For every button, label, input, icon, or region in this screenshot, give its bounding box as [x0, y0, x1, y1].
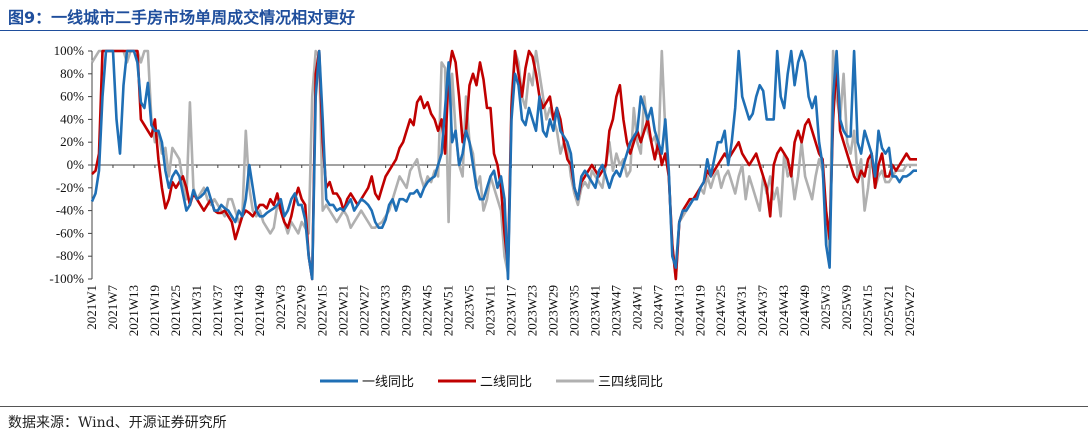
x-tick-label: 2022W9 — [294, 285, 309, 330]
series-line-tier2 — [91, 49, 917, 281]
legend-label-tier1: 一线同比 — [362, 375, 414, 390]
x-tick-label: 2022W33 — [378, 285, 393, 336]
legend-label-tier2: 二线同比 — [480, 375, 532, 390]
series-line-tier34 — [90, 49, 917, 281]
source-rule — [0, 406, 1088, 407]
x-tick-label: 2025W27 — [902, 285, 917, 337]
x-tick-label: 2022W45 — [420, 285, 435, 336]
x-tick-label: 2025W21 — [881, 285, 896, 336]
legend: 一线同比 二线同比 三四线同比 — [320, 375, 663, 390]
y-tick-label: 20% — [60, 134, 84, 149]
x-tick-label: 2023W5 — [462, 285, 477, 330]
x-tick-label: 2022W21 — [336, 285, 351, 336]
x-tick-label: 2023W11 — [483, 285, 498, 336]
y-tick-label: -20% — [56, 180, 84, 195]
x-tick-label: 2024W19 — [692, 285, 707, 336]
x-tick-label: 2021W43 — [231, 285, 246, 336]
x-tick-label: 2025W15 — [860, 285, 875, 336]
x-tick-label: 2021W7 — [105, 285, 120, 330]
y-tick-label: -80% — [56, 248, 84, 263]
x-tick-label: 2022W27 — [357, 285, 372, 337]
x-tick-label: 2023W47 — [608, 285, 623, 337]
x-tick-label: 2025W3 — [818, 285, 833, 330]
x-tick-label: 2023W17 — [503, 285, 518, 337]
y-tick-label: 80% — [60, 66, 84, 81]
y-tick-label: 100% — [54, 43, 85, 58]
title-rule — [0, 30, 1088, 31]
x-tick-label: 2023W35 — [566, 285, 581, 336]
x-tick-label: 2021W37 — [210, 285, 225, 337]
x-tick-label: 2023W23 — [524, 285, 539, 336]
x-tick-label: 2022W39 — [399, 285, 414, 336]
x-tick-label: 2022W15 — [315, 285, 330, 336]
legend-label-tier34: 三四线同比 — [598, 375, 663, 390]
x-tick-label: 2021W49 — [252, 285, 267, 336]
y-tick-label: -60% — [56, 225, 84, 240]
axis-layer: 100%80%60%40%20%0%-20%-40%-60%-80%-100%2… — [49, 43, 917, 336]
x-tick-label: 2024W7 — [650, 285, 665, 330]
x-tick-label: 2021W19 — [147, 285, 162, 336]
series-layer — [90, 49, 917, 281]
y-tick-label: 40% — [60, 111, 84, 126]
data-source-note: 数据来源：Wind、开源证券研究所 — [8, 415, 227, 431]
y-tick-label: 0% — [67, 157, 85, 172]
x-tick-label: 2023W41 — [587, 285, 602, 336]
x-tick-label: 2024W31 — [734, 285, 749, 336]
x-tick-label: 2021W31 — [189, 285, 204, 336]
x-tick-label: 2022W51 — [441, 285, 456, 336]
x-tick-label: 2024W13 — [671, 285, 686, 336]
x-tick-label: 2022W3 — [273, 285, 288, 330]
x-tick-label: 2024W25 — [713, 285, 728, 336]
x-tick-label: 2024W37 — [755, 285, 770, 337]
line-chart: 100%80%60%40%20%0%-20%-40%-60%-80%-100%2… — [49, 43, 917, 390]
x-tick-label: 2021W25 — [168, 285, 183, 336]
series-line-tier1 — [90, 49, 917, 281]
x-tick-label: 2023W29 — [545, 285, 560, 336]
x-tick-label: 2021W13 — [126, 285, 141, 336]
y-tick-label: -100% — [49, 271, 84, 286]
y-tick-label: -40% — [56, 203, 84, 218]
x-tick-label: 2024W1 — [629, 285, 644, 330]
x-tick-label: 2024W43 — [776, 285, 791, 336]
x-tick-label: 2025W9 — [839, 285, 854, 330]
x-tick-label: 2024W49 — [797, 285, 812, 336]
figure-title: 图9：一线城市二手房市场单周成交情况相对更好 — [8, 8, 356, 27]
x-tick-label: 2021W1 — [84, 285, 99, 330]
y-tick-label: 60% — [60, 89, 84, 104]
